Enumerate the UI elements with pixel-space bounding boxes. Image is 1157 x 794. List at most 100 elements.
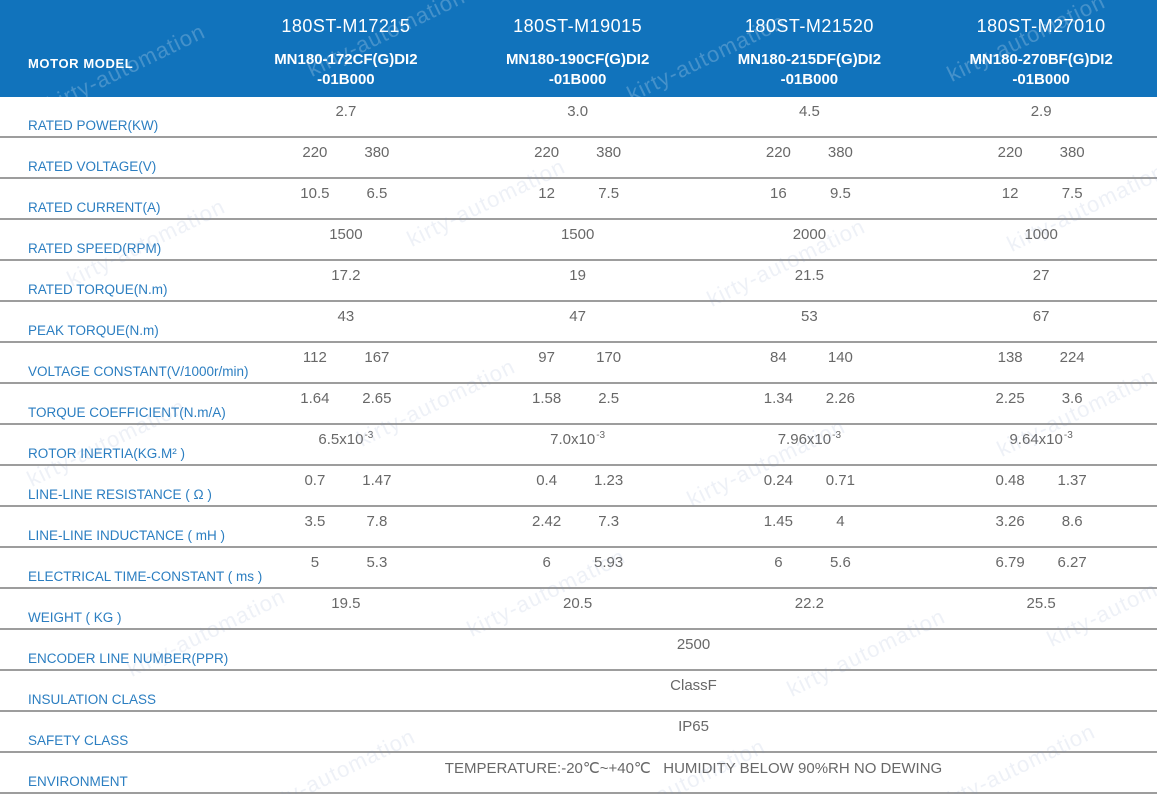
cell-value: TEMPERATURE:-20℃~+40℃ HUMIDITY BELOW 90%… [444,760,943,777]
cell-value: 4 [836,513,845,530]
cell-value-pair: 0.7 1.47 [230,466,462,505]
cell-value: 170 [596,349,622,366]
table-row: RATED SPEED(RPM) 1500 1500 2000 1000 [0,220,1157,261]
cell-value: 9.64x10 -3 [925,425,1157,464]
cell-value: 6.27 [1057,554,1087,571]
cell-value: 5.6 [829,554,851,571]
table-row: PEAK TORQUE(N.m) 43 47 53 67 [0,302,1157,343]
header-corner-cell: MOTOR MODEL [0,0,230,97]
cell-value: 3.6 [1061,390,1083,407]
cell-value: 5.3 [366,554,388,571]
model-columns: 180ST-M17215 MN180-172CF(G)DI2 -01B000 180S… [230,0,1157,97]
model-name: 180ST-M21520 [744,16,874,36]
value-base: 6.5x10 [318,431,364,448]
row-label: RATED SPEED(RPM) [28,241,162,256]
cell-value: 140 [827,349,853,366]
model-code-suffix: -01B000 [548,70,607,88]
cell-value: 224 [1059,349,1085,366]
row-label: TORQUE COEFFICIENT(N.m/A) [28,405,226,420]
table-row: VOLTAGE CONSTANT(V/1000r/min) 112 167 97 170… [0,343,1157,384]
cell-value: 1.34 [763,390,793,407]
cell-value: 380 [596,144,622,161]
row-label: INSULATION CLASS [28,692,157,707]
cell-value: 1.45 [763,513,793,530]
cell-value: IP65 [678,718,709,735]
cell-value: 1.47 [362,472,392,489]
value-exponent: -3 [364,430,374,441]
cell-value: 0.7 [304,472,326,489]
cell-value: 0.4 [536,472,558,489]
cell-value: 2.26 [825,390,855,407]
cell-value: 112 [302,349,327,366]
row-label: ELECTRICAL TIME-CONSTANT ( ms ) [28,569,263,584]
cell-value-pair: 1.34 2.26 [694,384,926,423]
cell-value-pair: 2.42 7.3 [462,507,694,546]
cell-value: 2.65 [362,390,392,407]
row-label: PEAK TORQUE(N.m) [28,323,159,338]
cell-value: 0.71 [825,472,855,489]
row-label: LINE-LINE RESISTANCE ( Ω ) [28,487,212,502]
cell-value: 1.64 [300,390,330,407]
cell-value-pair: 16 9.5 [694,179,926,218]
cell-value-pair: 138 224 [925,343,1157,382]
cell-value-pair: 6 5.6 [694,548,926,587]
cell-value: 7.0x10 -3 [462,425,694,464]
model-name: 180ST-M27010 [976,16,1106,36]
row-label: WEIGHT ( KG ) [28,610,122,625]
cell-value-pair: 3.26 8.6 [925,507,1157,546]
row-label: RATED VOLTAGE(V) [28,159,157,174]
cell-value: 1500 [560,226,595,243]
row-label: VOLTAGE CONSTANT(V/1000r/min) [28,364,249,379]
cell-value: 10.5 [300,185,330,202]
row-label: ROTOR INERTIA(KG.M² ) [28,446,186,461]
cell-value-pair: 97 170 [462,343,694,382]
model-column: 180ST-M21520 MN180-215DF(G)DI2 -01B000 [694,0,926,97]
cell-value: 8.6 [1061,513,1083,530]
cell-value: 220 [534,144,560,161]
cell-value: 0.48 [995,472,1025,489]
model-code-suffix: -01B000 [1012,70,1070,88]
cell-value: 138 [997,349,1023,366]
cell-value: 2.7 [335,103,357,120]
table-row: SAFETY CLASS IP65 [0,712,1157,753]
model-code-suffix: -01B000 [317,70,375,88]
cell-value: 167 [364,349,390,366]
cell-value: 0.24 [763,472,793,489]
cell-value-pair: 220 380 [462,138,694,177]
cell-value: 43 [337,308,355,325]
cell-value-pair: 0.24 0.71 [694,466,926,505]
cell-value-pair: 12 7.5 [462,179,694,218]
cell-value: 2.9 [1030,103,1052,120]
row-label: RATED CURRENT(A) [28,200,161,215]
table-header: MOTOR MODEL 180ST-M17215 MN180-172CF(G)DI… [0,0,1157,97]
cell-value: 3.5 [304,513,326,530]
cell-value: 16 [770,185,787,202]
table-row: LINE-LINE INDUCTANCE ( mH ) 3.5 7.8 2.42 7.3… [0,507,1157,548]
value-base: 7.96x10 [777,431,832,448]
cell-value-pair: 2.25 3.6 [925,384,1157,423]
model-code: MN180-215DF(G)DI2 [737,51,882,68]
motor-model-label: MOTOR MODEL [28,56,134,71]
model-name: 180ST-M17215 [281,16,411,36]
value-base: 9.64x10 [1009,431,1063,448]
value-exponent: -3 [1063,430,1073,441]
cell-value: 20.5 [563,595,593,612]
cell-value: 2.42 [532,513,562,530]
cell-value: 6 [774,554,783,571]
cell-value: 5 [310,554,320,571]
cell-value-pair: 10.5 6.5 [230,179,462,218]
cell-value: 7.5 [598,185,620,202]
cell-value: 12 [538,185,555,202]
cell-value-pair: 5 5.3 [230,548,462,587]
cell-value: 220 [997,144,1023,161]
cell-value: 3.0 [567,103,589,120]
value-base: 7.0x10 [550,431,596,448]
model-code: MN180-270BF(G)DI2 [969,51,1113,68]
cell-value: 17.2 [331,267,361,284]
cell-value: 2.5 [598,390,620,407]
table-row: ELECTRICAL TIME-CONSTANT ( ms ) 5 5.3 6 5.93… [0,548,1157,589]
cell-value: 2.25 [995,390,1025,407]
cell-value-pair: 220 380 [925,138,1157,177]
cell-value: 47 [569,308,586,325]
cell-value: 25.5 [1026,595,1056,612]
